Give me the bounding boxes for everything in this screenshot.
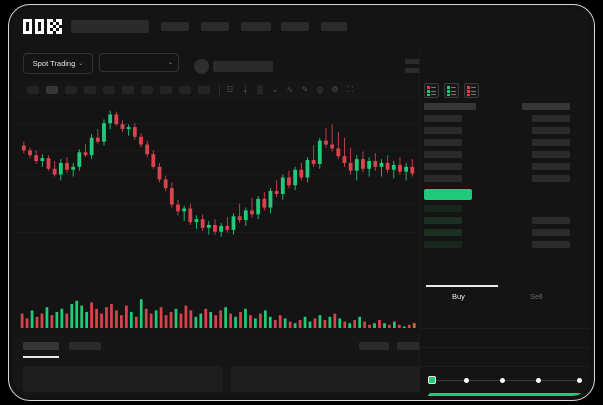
- ticker-stat-1-label: [405, 59, 425, 64]
- orderbook-row-ask-price-3: [424, 139, 462, 146]
- orderbook-row-bid-size-4: [532, 241, 570, 248]
- camera-icon[interactable]: ◎: [316, 85, 324, 94]
- search-input[interactable]: [71, 20, 149, 33]
- order-side-tabs: Buy Sell: [420, 285, 590, 307]
- settings-icon[interactable]: ⚙: [331, 85, 339, 94]
- chart-type-icon[interactable]: ▒: [257, 85, 263, 94]
- orderbook-row-bid-price-2: [424, 217, 462, 224]
- chevron-down-icon[interactable]: ⌄: [241, 85, 249, 94]
- app-screen: Spot Trading ⌄ ⌄ ☳ ⌄ ▒ ⌄ ∿ ✎ ◎ ⚙ ⛶: [13, 9, 590, 396]
- active-tab-indicator: [23, 356, 59, 358]
- orderbook-header-col1: [424, 103, 476, 110]
- orderbook-and-trade-panel: Buy Sell: [419, 45, 590, 396]
- timeframe-button-7[interactable]: [141, 86, 153, 94]
- timeframe-button-9[interactable]: [179, 86, 191, 94]
- bottom-tab-order-history[interactable]: [69, 342, 101, 350]
- trading-pair-select[interactable]: ⌄: [99, 53, 179, 72]
- timeframe-button-1[interactable]: [27, 86, 39, 94]
- slider-stop-25[interactable]: [464, 377, 469, 383]
- pencil-icon[interactable]: ✎: [301, 85, 309, 94]
- slider-stop-75[interactable]: [536, 377, 541, 383]
- orderbook-row-bid-price-4: [424, 241, 462, 248]
- orderbook-row-bid-size-3: [532, 229, 570, 236]
- fullscreen-icon[interactable]: ⛶: [347, 85, 353, 94]
- order-field-3[interactable]: [420, 347, 590, 367]
- orderbook-row-ask-price-5: [424, 163, 462, 170]
- coin-avatar: [194, 59, 209, 74]
- orderbook-row-ask-price-4: [424, 151, 462, 158]
- market-type-dropdown[interactable]: Spot Trading ⌄: [23, 53, 93, 74]
- candlestick-series: [13, 110, 420, 237]
- orderbook-view-bids-icon[interactable]: [444, 83, 459, 98]
- nav-item-2[interactable]: [201, 22, 229, 31]
- volume-chart: [13, 284, 420, 334]
- nav-item-1[interactable]: [161, 22, 189, 31]
- bottom-action-2[interactable]: [397, 342, 427, 350]
- orderbook-list[interactable]: [420, 103, 590, 278]
- chart-toolbar: ☳ ⌄ ▒ ⌄ ∿ ✎ ◎ ⚙ ⛶: [13, 81, 420, 100]
- device-frame: Spot Trading ⌄ ⌄ ☳ ⌄ ▒ ⌄ ∿ ✎ ◎ ⚙ ⛶: [8, 4, 595, 401]
- buy-tab-indicator: [426, 285, 498, 287]
- chevron-down-icon-2[interactable]: ⌄: [271, 85, 279, 94]
- orderbook-spread-price: [424, 189, 472, 200]
- buy-tab[interactable]: Buy: [452, 292, 465, 301]
- orderbook-row-ask-size-4: [532, 151, 570, 158]
- timeframe-button-4[interactable]: [84, 86, 96, 94]
- slider-handle[interactable]: [428, 376, 436, 384]
- orderbook-view-asks-icon[interactable]: [464, 83, 479, 98]
- order-field-1[interactable]: [420, 309, 590, 329]
- nav-item-3[interactable]: [241, 22, 271, 31]
- nav-item-5[interactable]: [321, 22, 347, 31]
- toolbar-divider-2: [245, 85, 246, 95]
- sell-tab[interactable]: Sell: [530, 292, 543, 301]
- chevron-down-icon: ⌄: [78, 60, 84, 67]
- top-navigation-bar: [13, 9, 590, 45]
- bottom-action-1[interactable]: [359, 342, 389, 350]
- orderbook-row-bid-size-2: [532, 217, 570, 224]
- slider-track: [431, 379, 579, 381]
- price-chart[interactable]: [13, 99, 420, 284]
- order-form-fields: [420, 309, 590, 367]
- timeframe-button-10[interactable]: [198, 86, 210, 94]
- slider-stop-100[interactable]: [577, 377, 582, 383]
- market-type-label: Spot Trading: [32, 59, 76, 68]
- orderbook-row-ask-size-2: [532, 127, 570, 134]
- orderbook-row-ask-size-3: [532, 139, 570, 146]
- orderbook-row-bid-price-3: [424, 229, 462, 236]
- orders-panel: [13, 334, 431, 396]
- orderbook-row-ask-size-5: [532, 163, 570, 170]
- timeframe-button-2[interactable]: [46, 86, 58, 94]
- pair-name-label: [213, 61, 273, 72]
- orderbook-row-ask-size-1: [532, 115, 570, 122]
- orderbook-header-col2: [522, 103, 570, 110]
- nav-item-4[interactable]: [281, 22, 309, 31]
- okx-logo[interactable]: [23, 19, 63, 34]
- line-tool-icon[interactable]: ∿: [286, 85, 294, 94]
- timeframe-button-8[interactable]: [160, 86, 172, 94]
- orderbook-row-ask-price-2: [424, 127, 462, 134]
- amount-slider[interactable]: [428, 375, 582, 385]
- indicator-icon[interactable]: ☳: [226, 85, 234, 94]
- orderbook-view-both-icon[interactable]: [424, 83, 439, 98]
- chevron-down-icon-2: ⌄: [167, 59, 173, 66]
- bottom-tab-open-orders[interactable]: [23, 342, 59, 350]
- orderbook-row-ask-size-6: [532, 175, 570, 182]
- timeframe-button-5[interactable]: [103, 86, 115, 94]
- orderbook-row-bid-price-1: [424, 205, 462, 212]
- timeframe-button-3[interactable]: [65, 86, 77, 94]
- orderbook-view-modes: [424, 83, 479, 98]
- orderbook-row-ask-price-6: [424, 175, 462, 182]
- bottom-card-right[interactable]: [231, 366, 431, 392]
- timeframe-button-6[interactable]: [122, 86, 134, 94]
- orderbook-row-ask-price-1: [424, 115, 462, 122]
- submit-buy-button[interactable]: [428, 393, 582, 396]
- volume-series: [20, 299, 416, 328]
- order-field-2[interactable]: [420, 328, 590, 348]
- slider-stop-50[interactable]: [500, 377, 505, 383]
- toolbar-divider-1: [219, 85, 220, 95]
- bottom-card-left[interactable]: [23, 366, 223, 392]
